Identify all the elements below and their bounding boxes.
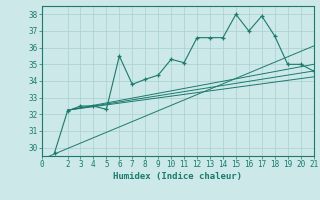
- X-axis label: Humidex (Indice chaleur): Humidex (Indice chaleur): [113, 172, 242, 181]
